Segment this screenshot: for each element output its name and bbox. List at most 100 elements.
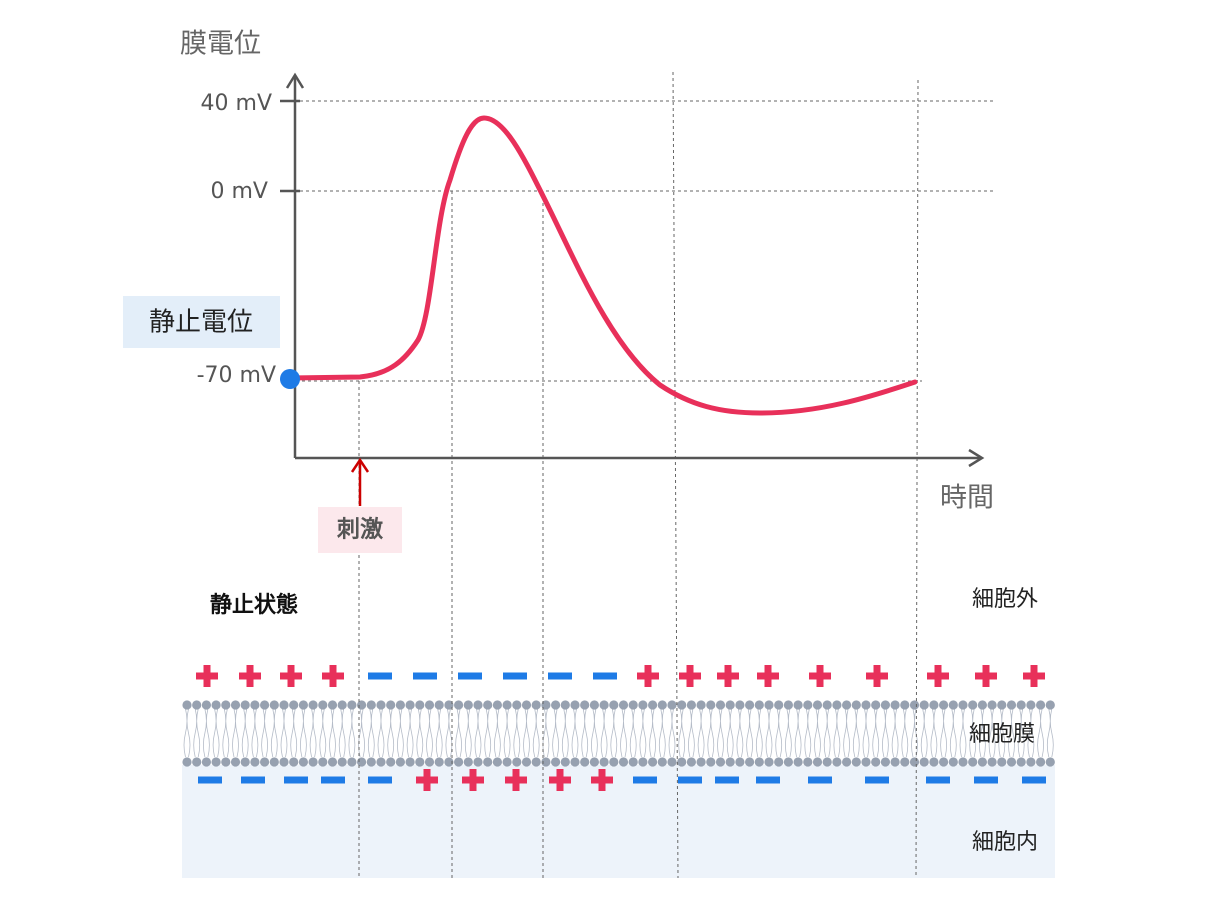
lipid-head xyxy=(279,757,289,767)
tick-label: -70 mV xyxy=(197,363,276,388)
lipid-head xyxy=(909,700,920,710)
resting-potential-label: 静止電位 xyxy=(149,308,253,338)
lipid-tail xyxy=(959,708,967,758)
lipid-head xyxy=(473,700,483,710)
lipid-tail xyxy=(823,708,831,758)
minus-sign xyxy=(198,776,222,784)
lipid-head xyxy=(929,757,939,767)
lipid-head xyxy=(735,757,745,767)
tick-label: 0 mV xyxy=(211,179,268,204)
minus-sign xyxy=(458,672,482,680)
lipid-head xyxy=(793,700,803,710)
lipid-head xyxy=(715,700,726,710)
lipid-head xyxy=(560,757,570,767)
lipid-tail xyxy=(523,708,530,758)
lipid-tail xyxy=(736,708,744,758)
lipid-tail xyxy=(193,708,201,758)
lipid-head xyxy=(1045,700,1055,710)
lipid-head xyxy=(958,757,968,767)
lipid-tail xyxy=(979,708,986,758)
lipid-head xyxy=(861,700,871,710)
lipid-head xyxy=(192,700,202,710)
lipid-head xyxy=(1016,757,1026,767)
action-potential-curve xyxy=(287,115,918,416)
lipid-head xyxy=(512,757,522,767)
plus-sign xyxy=(816,665,824,687)
lipid-tail xyxy=(765,708,773,758)
lipid-head xyxy=(890,700,900,710)
lipid-head xyxy=(987,700,997,710)
lipid-head xyxy=(492,757,502,767)
outside-label: 細胞外 xyxy=(972,587,1038,612)
guide-lines xyxy=(290,71,995,879)
lipid-head xyxy=(677,757,687,767)
lipid-tail xyxy=(629,708,637,758)
lipid-head xyxy=(842,700,852,710)
lipid-head xyxy=(211,757,221,767)
lipid-tail xyxy=(232,708,239,758)
charges xyxy=(196,665,1046,791)
lipid-tail xyxy=(649,708,656,758)
y-axis-arrow xyxy=(285,72,305,89)
lipid-head xyxy=(948,757,958,767)
lipid-tail xyxy=(726,708,734,758)
plus-sign xyxy=(982,665,990,687)
resting-point xyxy=(280,369,300,389)
lipid-tail xyxy=(901,708,909,758)
lipid-head xyxy=(347,757,357,767)
lipid-head xyxy=(279,700,289,710)
lipid-tail xyxy=(367,708,375,758)
lipid-tail xyxy=(474,708,482,758)
minus-sign xyxy=(1022,776,1046,784)
lipid-head xyxy=(337,700,347,710)
lipid-tail xyxy=(513,708,521,758)
lipid-head xyxy=(551,700,561,710)
lipid-head xyxy=(589,757,600,767)
lipid-head xyxy=(580,700,590,710)
lipid-tail xyxy=(464,708,472,758)
lipid-head xyxy=(686,757,697,767)
plus-sign xyxy=(469,769,477,791)
lipid-head xyxy=(880,700,891,710)
minus-sign xyxy=(368,776,392,784)
lipid-head xyxy=(182,757,192,767)
lipid-head xyxy=(696,700,706,710)
lipid-head xyxy=(483,757,493,767)
lipid-head xyxy=(890,757,900,767)
lipid-head xyxy=(357,757,367,767)
lipid-head xyxy=(793,757,803,767)
minus-sign xyxy=(241,776,265,784)
lipid-tail xyxy=(435,708,443,758)
lipid-tail xyxy=(290,708,298,758)
lipid-tail xyxy=(843,708,850,758)
lipid-head xyxy=(424,700,435,710)
plus-sign xyxy=(203,665,211,687)
minus-sign xyxy=(321,776,345,784)
lipid-head xyxy=(541,757,551,767)
lipid-head xyxy=(745,757,755,767)
lipid-tail xyxy=(940,708,947,758)
inside-label: 細胞内 xyxy=(972,830,1038,855)
lipid-tail xyxy=(445,708,453,758)
lipid-head xyxy=(842,757,852,767)
minus-sign xyxy=(974,776,998,784)
lipid-tail xyxy=(426,708,433,758)
lipid-head xyxy=(434,757,444,767)
plus-sign xyxy=(1030,665,1038,687)
lipid-tail xyxy=(591,708,598,758)
lipid-head xyxy=(308,700,318,710)
lipid-head xyxy=(434,700,444,710)
plus-sign xyxy=(724,665,732,687)
lipid-head xyxy=(201,700,211,710)
lipid-head xyxy=(589,700,600,710)
lipid-head xyxy=(318,700,328,710)
membrane-label: 細胞膜 xyxy=(969,722,1035,747)
lipid-tail xyxy=(639,708,647,758)
lipid-head xyxy=(1026,700,1036,710)
lipid-head xyxy=(939,757,949,767)
minus-sign xyxy=(808,776,832,784)
lipid-head xyxy=(638,700,648,710)
lipid-head xyxy=(754,700,764,710)
lipid-head xyxy=(560,700,570,710)
lipid-head xyxy=(754,757,764,767)
